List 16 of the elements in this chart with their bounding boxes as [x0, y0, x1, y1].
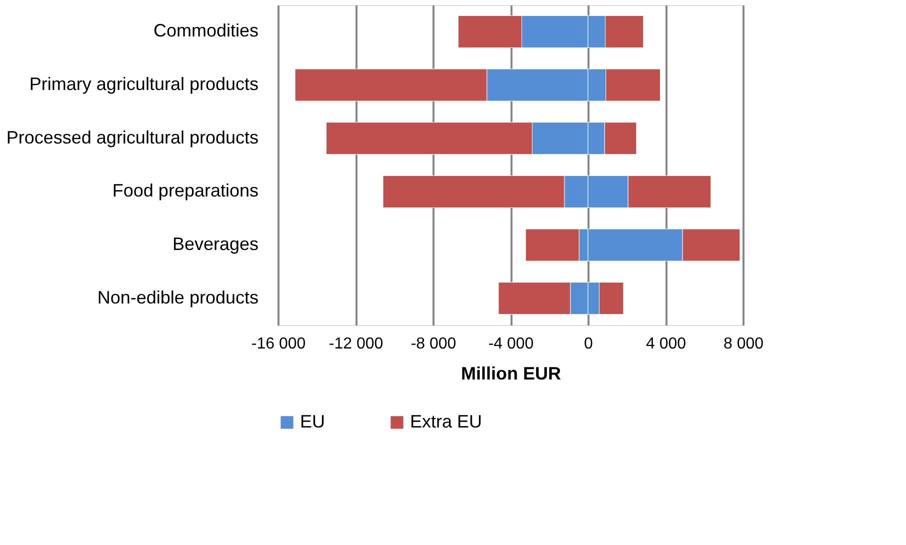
y-tick-label: Commodities [153, 20, 258, 41]
legend-label: EU [300, 411, 326, 432]
x-tick-label: 8 000 [723, 336, 764, 352]
x-axis-title: Million EUR [461, 364, 561, 384]
y-tick-label: Non-edible products [97, 287, 258, 308]
x-tick-label: -4 000 [488, 336, 534, 352]
y-tick-label: Processed agricultural products [6, 127, 258, 148]
y-tick-label: Food preparations [112, 180, 258, 201]
x-tick-label: -8 000 [410, 336, 456, 352]
x-tick-label: 4 000 [646, 336, 686, 352]
x-tick-label: -12 000 [328, 336, 384, 352]
y-tick-label: Primary agricultural products [29, 74, 258, 94]
x-tick-label: -16 000 [251, 336, 306, 352]
legend-label: Extra EU [410, 411, 482, 432]
x-tick-label: 0 [584, 336, 594, 352]
y-tick-label: Beverages [172, 234, 258, 254]
